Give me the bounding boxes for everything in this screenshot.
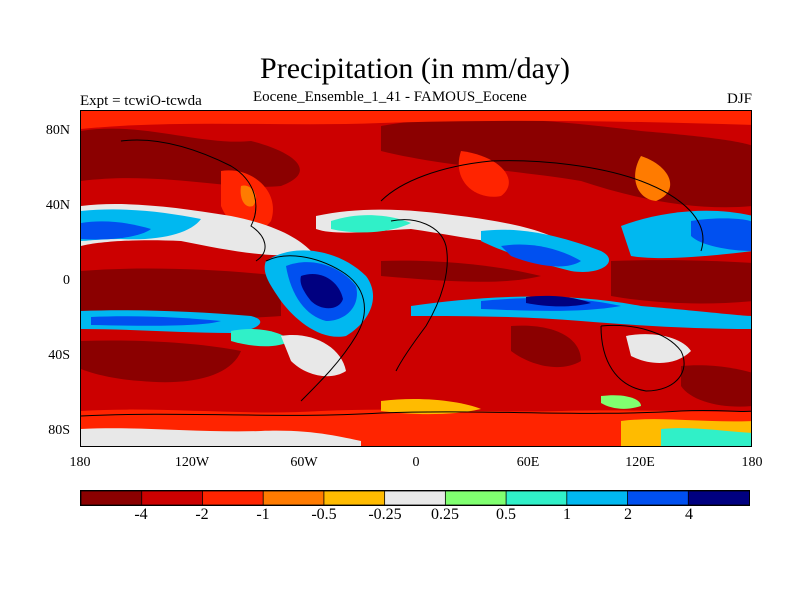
y-tick-label: 0 (63, 273, 70, 288)
x-tick-label: 180 (741, 455, 763, 470)
region-deep-red (381, 260, 541, 282)
x-tick-label: 0 (412, 455, 420, 470)
colorbar-swatch (444, 490, 507, 506)
map-title: Precipitation (in mm/day) (260, 52, 570, 85)
region-cyan (661, 428, 751, 446)
x-tick-label: 60E (516, 455, 540, 470)
region-orange-red (458, 151, 509, 197)
precipitation-map (80, 110, 752, 447)
coastline-australia (600, 324, 685, 392)
coastline-eurasia (380, 160, 704, 252)
colorbar-label: 2 (624, 506, 632, 523)
colorbar-label: 4 (685, 506, 693, 523)
coastline-south-america (265, 255, 365, 402)
colorbar-label: 0.25 (431, 506, 459, 523)
colorbar-label: 1 (563, 506, 571, 523)
map-svg (81, 111, 751, 446)
region-deep-red (81, 340, 241, 383)
region-blue (501, 244, 581, 267)
coastlines (81, 139, 751, 417)
colorbar-label: -1 (256, 506, 270, 523)
region-deep-red (81, 268, 281, 319)
y-tick-label: 80N (45, 123, 70, 138)
region-white (281, 335, 346, 377)
y-tick-label: 80S (48, 423, 70, 438)
y-tick-label: 40S (48, 348, 70, 363)
x-tick-label: 120W (174, 455, 210, 470)
coastline-north-america (120, 139, 266, 262)
coastline-africa (390, 219, 448, 372)
colorbar-label: -0.25 (368, 506, 402, 523)
colorbar-swatch (141, 490, 204, 506)
x-tick-label: 180 (69, 455, 91, 470)
region-cyan (231, 329, 291, 347)
y-tick-label: 40N (45, 198, 70, 213)
experiment-label: Expt = tcwiO-tcwda (80, 93, 202, 109)
region-orange-red (81, 111, 751, 129)
region-deep-red (511, 325, 581, 368)
region-white (81, 428, 361, 446)
x-tick-label: 120E (625, 455, 655, 470)
colorbar-label: -2 (195, 506, 209, 523)
colorbar-swatch (384, 490, 447, 506)
colorbar-label: -4 (134, 506, 148, 523)
region-orange (240, 185, 256, 207)
colorbar-swatch (566, 490, 629, 506)
region-blue (691, 218, 751, 251)
region-cyan (331, 215, 411, 233)
colorbar-swatch (627, 490, 690, 506)
colorbar-swatch (687, 490, 750, 506)
colorbar-svg (80, 490, 750, 506)
ensemble-label: Eocene_Ensemble_1_41 - FAMOUS_Eocene (253, 89, 527, 105)
region-blue (91, 316, 221, 326)
colorbar-label: 0.5 (496, 506, 516, 523)
coastline-antarctica (81, 409, 751, 417)
season-label: DJF (726, 91, 752, 107)
x-tick-label: 60W (290, 455, 318, 470)
colorbar-label: -0.5 (311, 506, 337, 523)
colorbar-swatch (80, 490, 143, 506)
colorbar-swatch (202, 490, 265, 506)
colorbar-swatch (323, 490, 386, 506)
region-deep-red (611, 260, 751, 304)
region-deep-red (81, 128, 300, 187)
region-yellow (381, 398, 481, 415)
region-navy (300, 273, 343, 309)
region-blue (81, 221, 151, 240)
colorbar (80, 490, 750, 506)
region-navy (526, 295, 591, 307)
colorbar-swatch (262, 490, 325, 506)
region-green (601, 395, 641, 409)
colorbar-swatch (505, 490, 568, 506)
region-deep-red (681, 365, 751, 407)
region-white (626, 334, 691, 363)
